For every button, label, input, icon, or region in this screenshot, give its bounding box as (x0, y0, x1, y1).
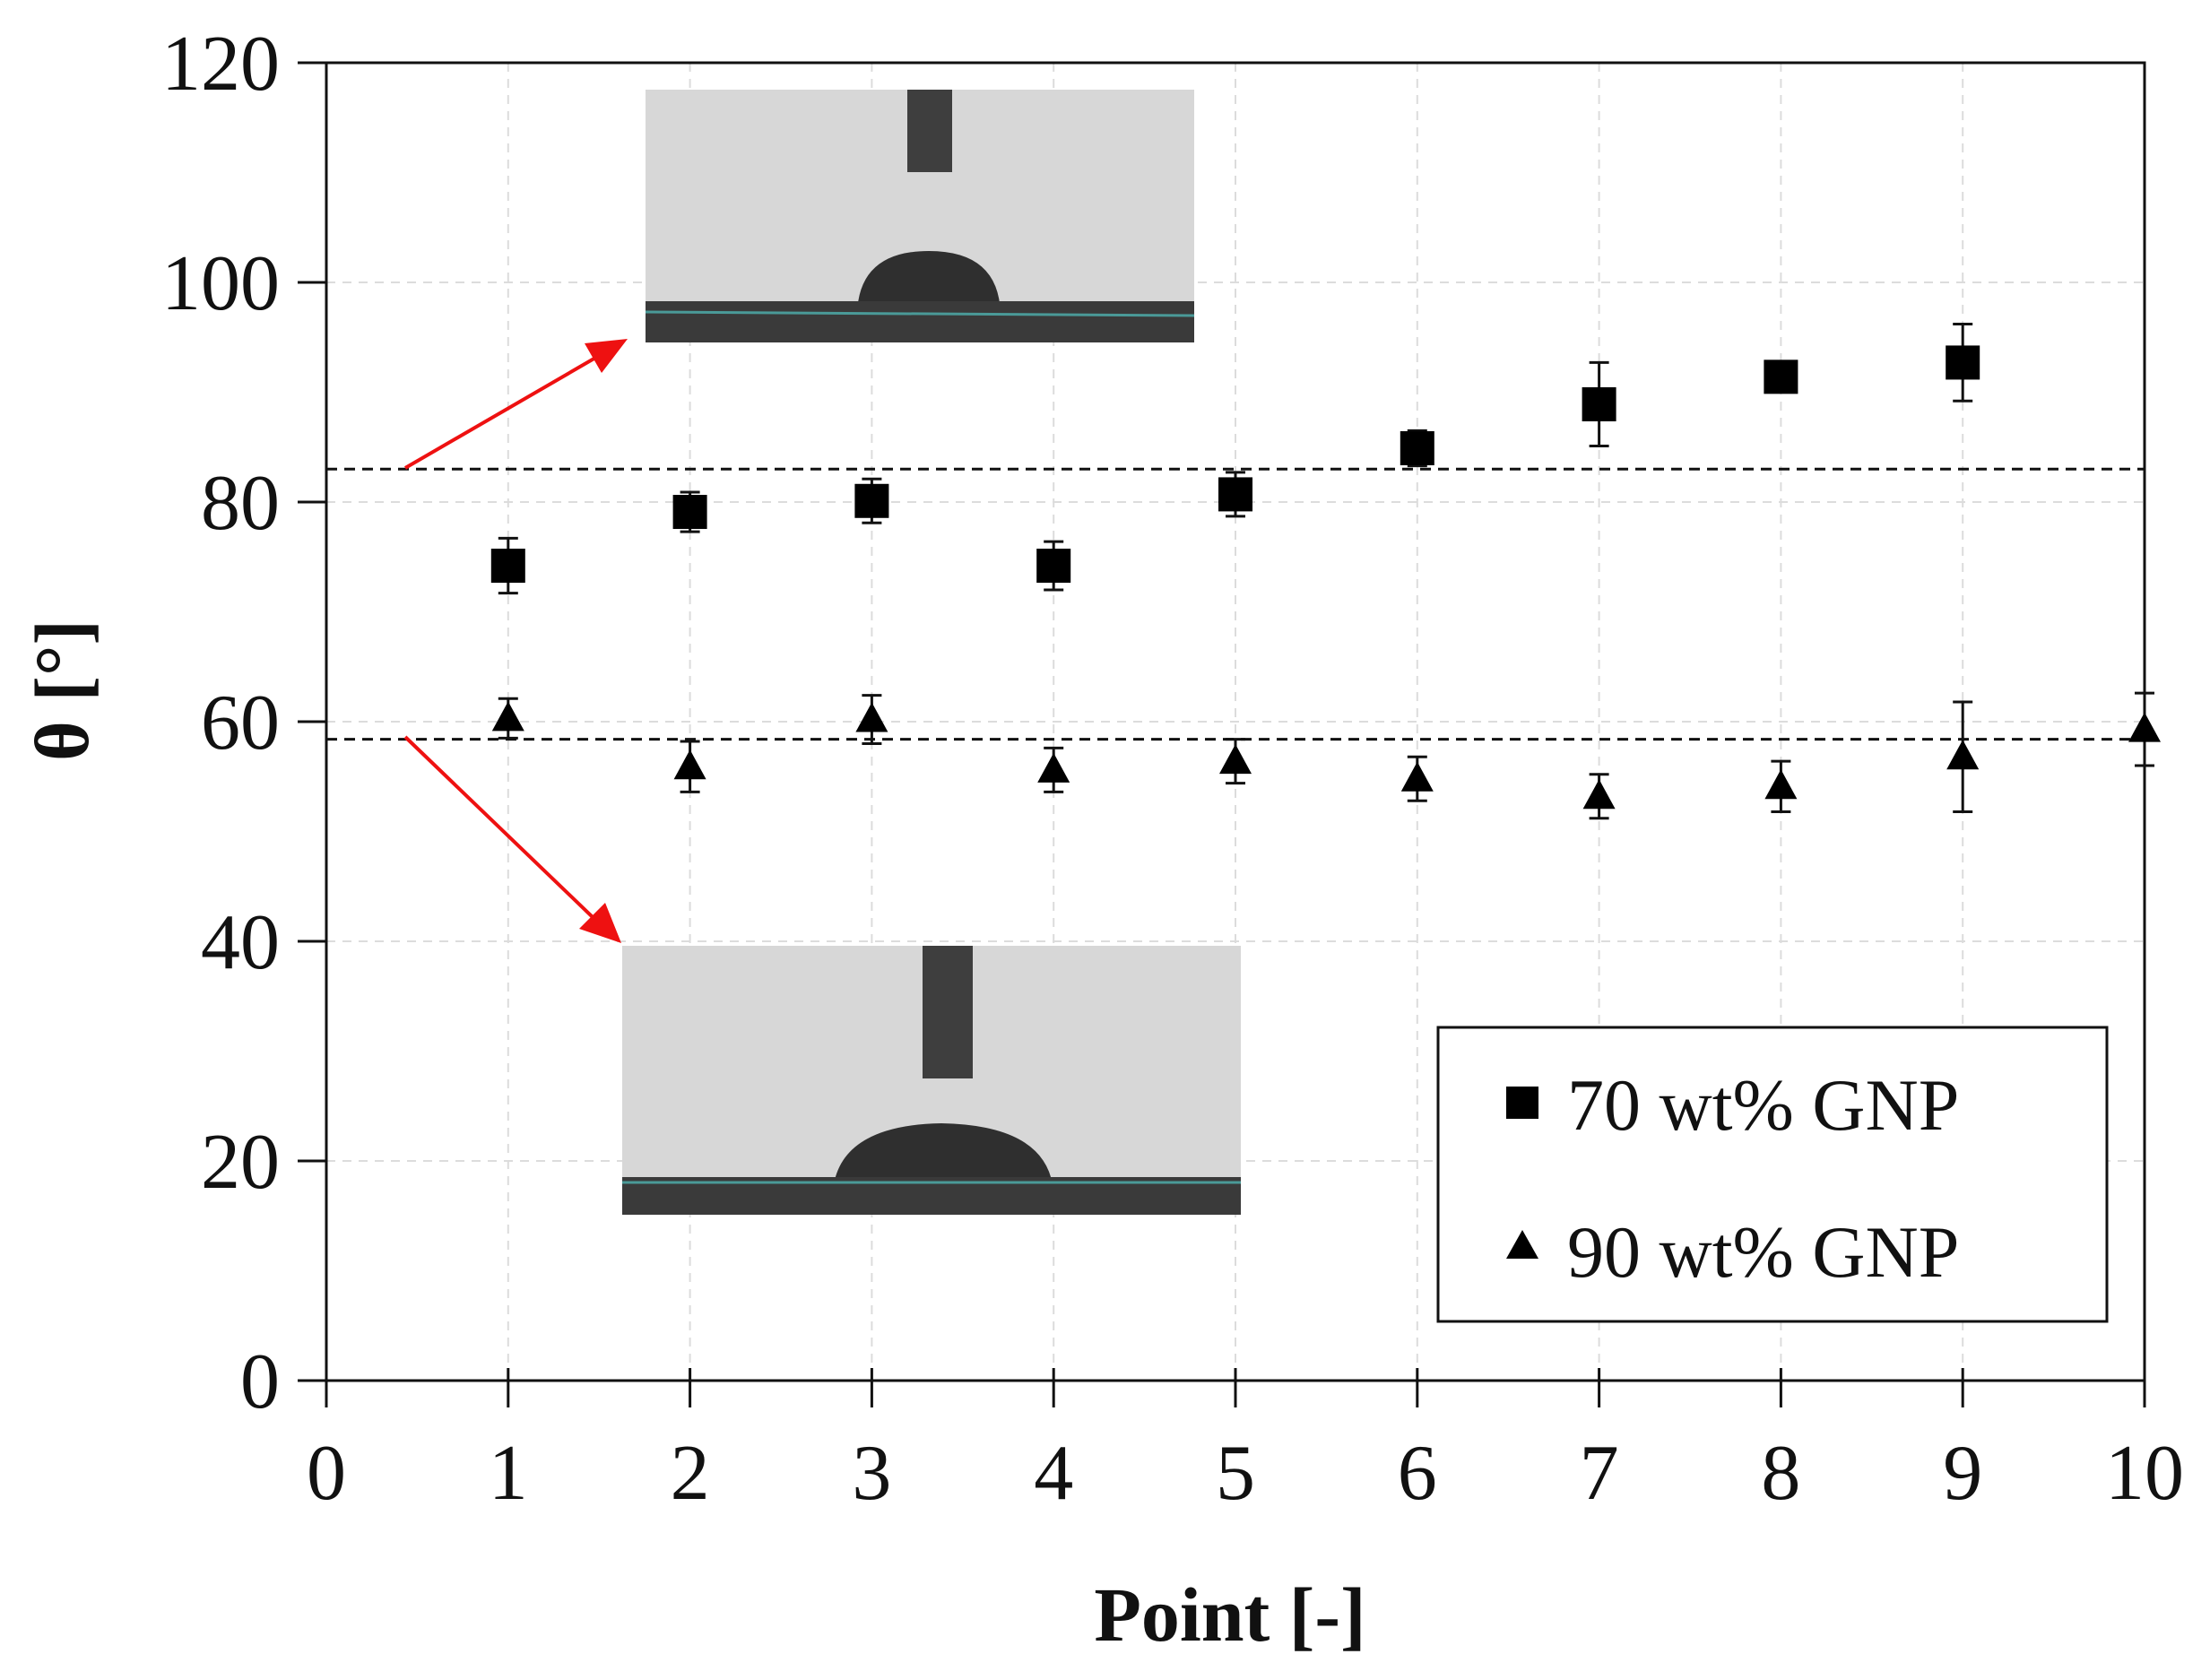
y-tick-labels: 0 20 40 60 80 100 120 (161, 21, 280, 1425)
data-point-triangle (1582, 779, 1616, 810)
reference-lines (326, 467, 2145, 741)
data-point-square (1582, 386, 1616, 421)
legend-box (1436, 1026, 2109, 1323)
arrow-to-lower-photo (403, 735, 595, 920)
droplet-photo-lower (622, 946, 1241, 1215)
needle (923, 946, 973, 1078)
series-2 (491, 691, 2161, 820)
data-point-triangle (2128, 712, 2161, 742)
x-tick-label: 8 (1761, 1430, 1800, 1517)
data-point-triangle (855, 702, 888, 732)
legend-label-series-1: 70 wt% GNP (1567, 1064, 1959, 1146)
x-tick-label: 2 (671, 1430, 710, 1517)
x-tick-label: 7 (1580, 1430, 1619, 1517)
arrow-to-upper-photo (403, 355, 599, 470)
droplet-photo-upper (645, 90, 1195, 342)
legend: 70 wt% GNP 90 wt% GNP (1436, 1026, 2109, 1323)
data-point-square (1946, 345, 1980, 380)
data-point-triangle (673, 749, 706, 780)
series-1 (490, 323, 1980, 595)
arrow-head-lower (579, 903, 621, 943)
data-point-triangle (1400, 761, 1434, 792)
x-tick-label: 0 (307, 1430, 346, 1517)
data-series (490, 323, 2161, 820)
data-point-triangle (1946, 740, 1980, 770)
x-tick-label: 10 (2105, 1430, 2184, 1517)
legend-marker-triangle (1506, 1230, 1538, 1259)
x-tick-label: 3 (852, 1430, 891, 1517)
data-point-square (854, 483, 889, 518)
legend-marker-square (1506, 1087, 1538, 1119)
data-point-triangle (491, 701, 524, 732)
data-point-square (490, 549, 525, 584)
y-tick-label: 80 (201, 460, 280, 547)
x-tick-label: 6 (1398, 1430, 1437, 1517)
data-point-square (1400, 430, 1434, 465)
x-tick-labels: 0 1 2 3 4 5 6 7 8 9 10 (307, 1430, 2184, 1517)
annotation-arrows (403, 339, 628, 943)
y-tick-label: 20 (201, 1119, 280, 1206)
y-tick-label: 60 (201, 680, 280, 766)
x-tick-label: 5 (1216, 1430, 1255, 1517)
data-point-triangle (1037, 752, 1070, 783)
data-point-triangle (1219, 744, 1252, 775)
data-point-triangle (1764, 769, 1798, 800)
x-tick-label: 4 (1034, 1430, 1073, 1517)
droplet (857, 251, 1001, 314)
y-tick-label: 100 (161, 240, 280, 327)
data-point-square (1218, 477, 1252, 512)
y-axis-title: θ [°] (19, 619, 105, 761)
x-tick-label: 9 (1943, 1430, 1982, 1517)
needle (907, 90, 952, 172)
y-tick-label: 0 (240, 1338, 280, 1425)
x-tick-label: 1 (489, 1430, 528, 1517)
baseline (645, 310, 1195, 317)
y-tick-label: 120 (161, 21, 280, 108)
data-point-square (1764, 359, 1798, 394)
data-point-square (672, 495, 707, 530)
y-tick-label: 40 (201, 899, 280, 986)
legend-label-series-2: 90 wt% GNP (1567, 1211, 1959, 1293)
x-axis-title: Point [-] (1094, 1572, 1365, 1658)
droplet (834, 1123, 1053, 1184)
substrate (646, 301, 1194, 342)
data-point-square (1036, 549, 1071, 584)
arrow-head-upper (585, 339, 628, 373)
